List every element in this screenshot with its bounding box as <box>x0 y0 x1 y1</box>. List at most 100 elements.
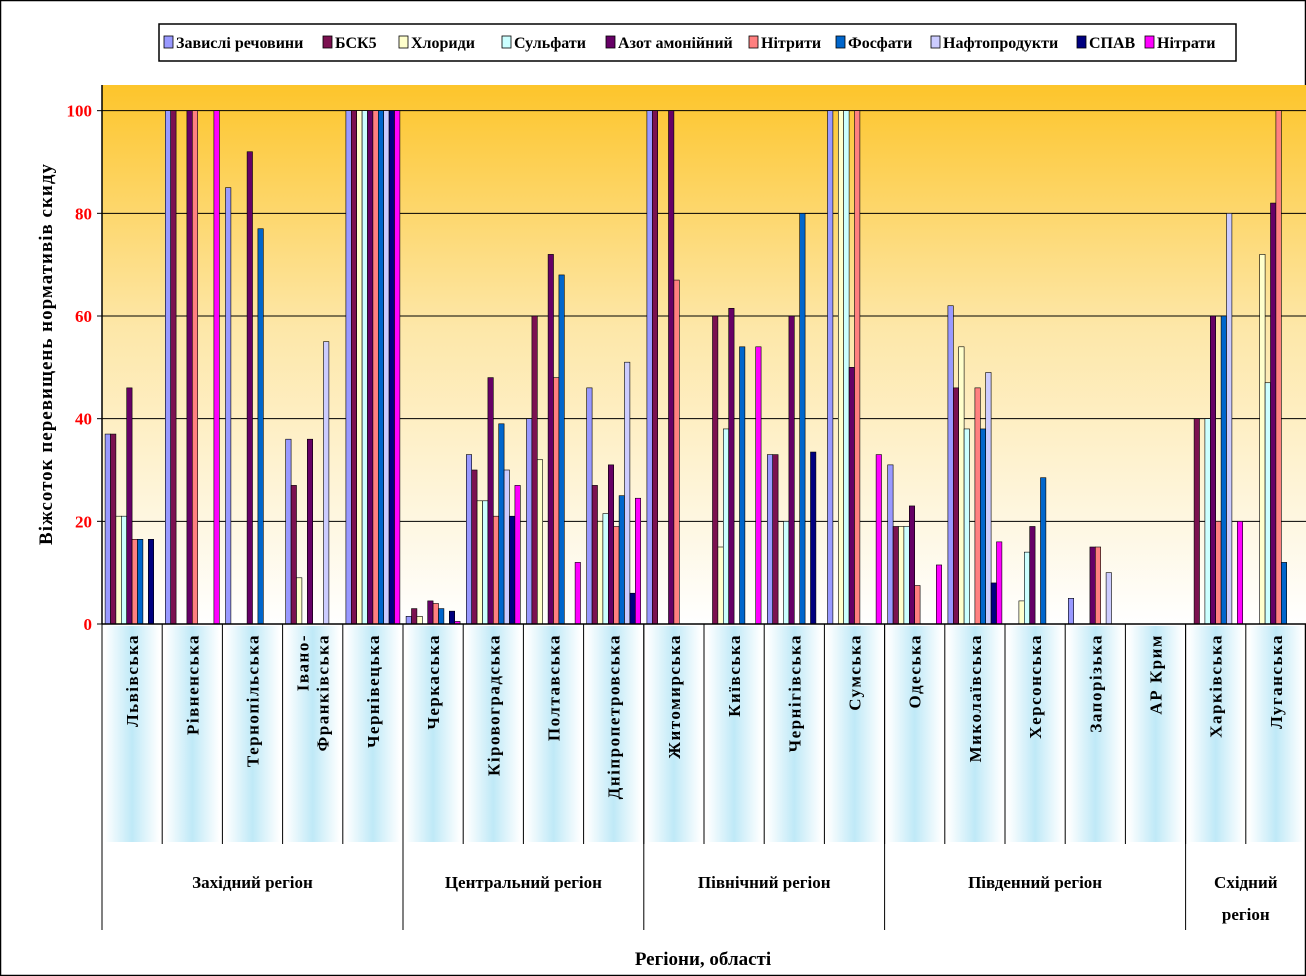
bar <box>165 110 172 625</box>
bar <box>914 585 921 625</box>
bar <box>367 110 374 625</box>
category-label: Полтавська <box>545 634 564 741</box>
bar <box>1275 110 1282 625</box>
plot-area <box>102 85 1306 624</box>
bar <box>1029 526 1036 625</box>
bar <box>290 485 297 625</box>
y-tick-label: 0 <box>84 615 93 634</box>
bar <box>1018 600 1025 625</box>
bar <box>411 608 418 625</box>
category-cell <box>1248 626 1303 842</box>
legend-label: Нітрати <box>1157 35 1216 52</box>
bar <box>115 515 122 625</box>
bar <box>810 451 817 625</box>
legend-swatch <box>835 35 846 49</box>
category-cell <box>345 626 400 842</box>
category-cell <box>285 626 340 842</box>
category-label: Житомирська <box>665 634 684 759</box>
bar <box>448 610 455 625</box>
bar <box>673 279 680 625</box>
x-axis-title: Регіони, області <box>635 949 771 970</box>
y-tick-label: 80 <box>75 204 92 223</box>
bar <box>624 361 631 625</box>
category-label: Чернівецька <box>364 634 383 748</box>
bar <box>854 110 861 625</box>
bar <box>908 505 915 625</box>
bar <box>947 305 954 625</box>
bar <box>1089 546 1096 625</box>
bar <box>1024 551 1031 625</box>
bar <box>246 151 253 625</box>
bar <box>323 341 330 625</box>
bar <box>586 387 593 625</box>
category-label: Кіровоградська <box>484 634 503 776</box>
category-label: Львівська <box>123 634 142 727</box>
legend-swatch <box>163 35 174 49</box>
category-label: Франківська <box>314 634 333 751</box>
bar <box>788 315 795 625</box>
bar <box>394 110 401 625</box>
bar <box>739 346 746 625</box>
bar <box>257 228 264 625</box>
bar <box>1270 202 1277 625</box>
category-label: Тернопільська <box>244 634 263 767</box>
category-label: Миколаївська <box>966 634 985 762</box>
bar <box>471 469 478 625</box>
bar <box>985 372 992 625</box>
bar <box>509 515 516 625</box>
category-label: Харківська <box>1207 634 1226 738</box>
category-cell <box>646 626 701 842</box>
bar <box>1068 598 1075 625</box>
category-cell <box>1068 626 1123 842</box>
bar <box>553 377 560 625</box>
y-tick-label: 40 <box>75 410 92 429</box>
bar <box>597 521 604 625</box>
bar <box>192 110 199 625</box>
category-label: Луганська <box>1267 634 1286 729</box>
bar <box>432 603 439 625</box>
bar <box>602 513 609 625</box>
group-label: Східний <box>1214 873 1278 892</box>
bar <box>1095 546 1102 625</box>
category-cell <box>887 626 942 842</box>
group-label: Центральний регіон <box>445 873 602 892</box>
category-cell <box>1008 626 1063 842</box>
bar <box>651 110 658 625</box>
category-cell <box>165 626 220 842</box>
bar <box>361 110 368 625</box>
group-label: регіон <box>1222 905 1270 924</box>
bar <box>783 521 790 625</box>
bar <box>372 110 379 625</box>
legend-swatch <box>605 35 616 49</box>
legend-swatch <box>1076 35 1087 49</box>
bar <box>1259 254 1266 625</box>
bar <box>892 526 899 625</box>
category-label: Черкаська <box>424 634 443 730</box>
bar <box>531 315 538 625</box>
bar <box>383 110 390 625</box>
group-label: Північний регіон <box>698 873 831 892</box>
legend-swatch <box>930 35 941 49</box>
category-cell <box>1128 626 1183 842</box>
category-cell <box>225 626 280 842</box>
bar <box>963 428 970 625</box>
legend-label: Завислі речовини <box>176 35 303 52</box>
legend-swatch <box>398 35 409 49</box>
bar <box>213 110 220 625</box>
category-label: Запорізька <box>1086 634 1105 733</box>
group-label: Південний регіон <box>968 873 1102 892</box>
bar <box>388 110 395 625</box>
category-label: Одеська <box>906 634 925 708</box>
category-cell <box>767 626 822 842</box>
bar <box>1281 562 1288 625</box>
bar <box>405 615 412 625</box>
bar <box>574 562 581 625</box>
bar <box>903 526 910 625</box>
bar <box>126 387 133 625</box>
legend-label: Нітрити <box>761 35 821 52</box>
bar <box>547 254 554 625</box>
bar <box>898 526 905 625</box>
bar <box>958 346 965 625</box>
